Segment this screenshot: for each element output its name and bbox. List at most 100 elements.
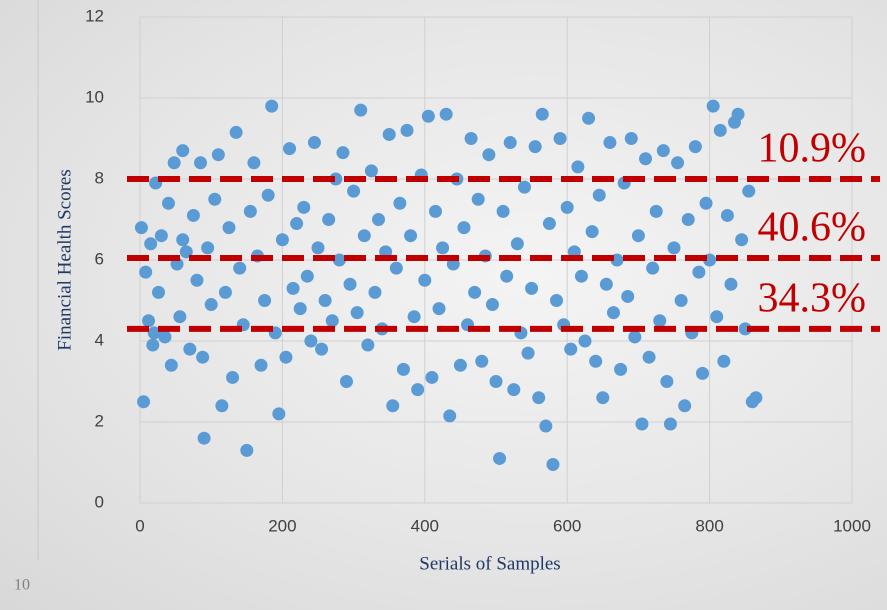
point xyxy=(304,335,317,348)
point xyxy=(440,108,453,121)
point xyxy=(319,294,332,307)
point xyxy=(354,104,367,117)
point xyxy=(593,189,606,202)
point xyxy=(383,128,396,141)
reference-lines: 10.9%40.6%34.3% xyxy=(127,126,880,329)
y-tick-label: 8 xyxy=(95,168,104,187)
reference-label: 40.6% xyxy=(758,205,867,251)
point xyxy=(212,148,225,161)
point xyxy=(265,100,278,113)
point xyxy=(614,363,627,376)
point xyxy=(650,205,663,218)
point xyxy=(408,310,421,323)
page: 10 Serials of Samples Financial Health S… xyxy=(0,0,887,610)
point xyxy=(486,298,499,311)
point xyxy=(543,217,556,230)
point xyxy=(279,351,292,364)
point xyxy=(589,355,602,368)
point xyxy=(315,343,328,356)
point xyxy=(522,347,535,360)
point xyxy=(411,383,424,396)
points xyxy=(135,100,762,471)
x-tick-label: 0 xyxy=(135,516,144,535)
point xyxy=(340,375,353,388)
point xyxy=(635,418,648,431)
point xyxy=(643,351,656,364)
point xyxy=(561,201,574,214)
point xyxy=(518,181,531,194)
point xyxy=(247,156,260,169)
point xyxy=(621,290,634,303)
x-tick-label: 600 xyxy=(553,516,581,535)
y-tick-label: 6 xyxy=(95,249,104,268)
point xyxy=(208,193,221,206)
point xyxy=(653,314,666,327)
point xyxy=(675,294,688,307)
point xyxy=(546,458,559,471)
point xyxy=(660,375,673,388)
point xyxy=(472,193,485,206)
x-axis-title: Serials of Samples xyxy=(419,553,560,574)
point xyxy=(571,160,584,173)
point xyxy=(418,274,431,287)
point xyxy=(550,294,563,307)
point xyxy=(664,418,677,431)
point xyxy=(468,286,481,299)
point xyxy=(603,136,616,149)
point xyxy=(586,225,599,238)
point xyxy=(233,262,246,275)
point xyxy=(646,262,659,275)
point xyxy=(308,136,321,149)
point xyxy=(536,108,549,121)
point xyxy=(196,351,209,364)
point xyxy=(596,391,609,404)
point xyxy=(194,156,207,169)
point xyxy=(198,432,211,445)
point xyxy=(657,144,670,157)
point xyxy=(668,241,681,254)
point xyxy=(497,205,510,218)
point xyxy=(607,306,620,319)
point xyxy=(504,136,517,149)
point xyxy=(625,132,638,145)
point xyxy=(297,201,310,214)
point xyxy=(482,148,495,161)
point xyxy=(326,314,339,327)
point xyxy=(735,233,748,246)
point xyxy=(443,409,456,422)
x-tick-label: 400 xyxy=(411,516,439,535)
point xyxy=(183,343,196,356)
point xyxy=(168,156,181,169)
point xyxy=(301,270,314,283)
point xyxy=(678,399,691,412)
point xyxy=(433,302,446,315)
point xyxy=(404,229,417,242)
x-tick-label: 1000 xyxy=(833,516,871,535)
reference-label: 34.3% xyxy=(758,275,867,321)
point xyxy=(336,146,349,159)
chart: 10 Serials of Samples Financial Health S… xyxy=(0,0,887,610)
point xyxy=(436,241,449,254)
y-tick-label: 0 xyxy=(95,492,104,511)
point xyxy=(368,286,381,299)
point xyxy=(425,371,438,384)
point xyxy=(529,140,542,153)
y-tick-label: 12 xyxy=(85,6,104,25)
y-tick-label: 4 xyxy=(95,330,104,349)
point xyxy=(258,294,271,307)
point xyxy=(475,355,488,368)
point xyxy=(390,262,403,275)
point xyxy=(365,164,378,177)
x-tick-label: 200 xyxy=(268,516,296,535)
point xyxy=(721,209,734,222)
point xyxy=(724,278,737,291)
point xyxy=(276,233,289,246)
y-tick-label: 2 xyxy=(95,411,104,430)
point xyxy=(539,420,552,433)
point xyxy=(700,197,713,210)
point xyxy=(457,221,470,234)
point xyxy=(707,100,720,113)
point xyxy=(312,241,325,254)
point xyxy=(322,213,335,226)
